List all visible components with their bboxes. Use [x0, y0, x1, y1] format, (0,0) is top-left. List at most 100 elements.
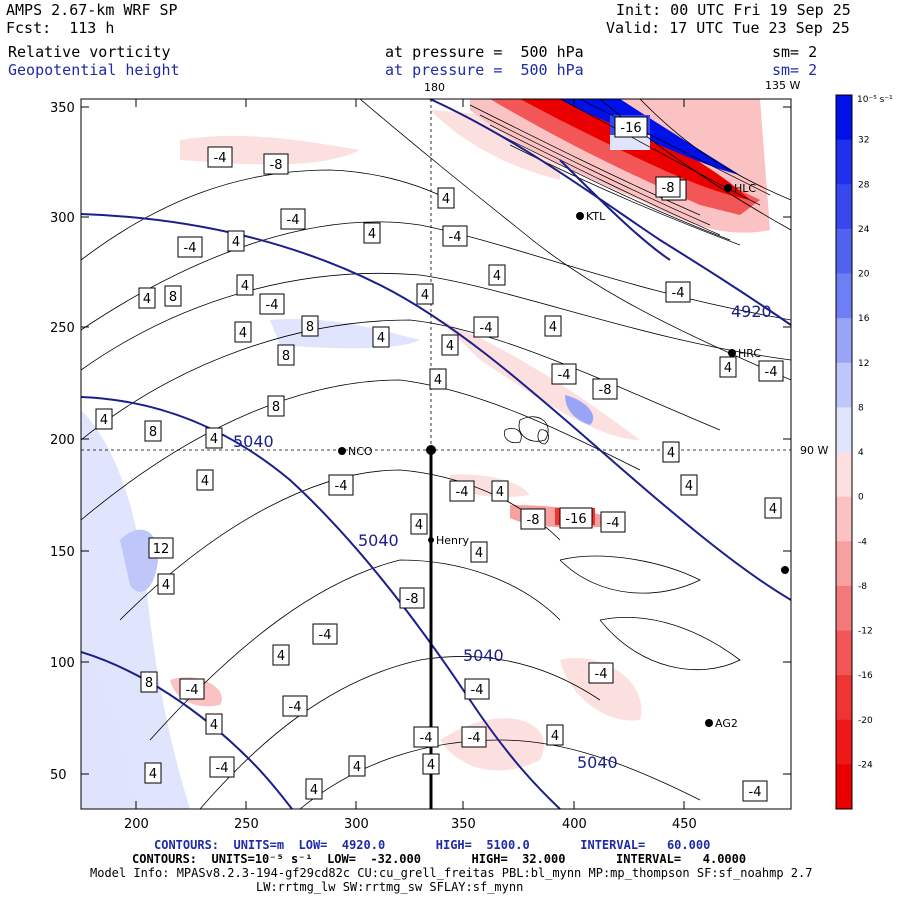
svg-text:4: 4 [143, 292, 151, 307]
vorticity-contours [81, 99, 791, 809]
svg-text:4: 4 [210, 718, 218, 733]
svg-text:4: 4 [724, 361, 732, 376]
svg-text:8: 8 [149, 425, 157, 440]
x-tick-label: 450 [672, 817, 697, 832]
colorbar-tick-label: 4 [858, 448, 864, 458]
vorticity-label: 4 [372, 326, 390, 348]
svg-text:4: 4 [310, 783, 318, 798]
svg-text:8: 8 [145, 676, 153, 691]
svg-text:-8: -8 [527, 513, 540, 528]
field1-smooth: sm= 2 [772, 43, 818, 61]
svg-text:4: 4 [210, 432, 218, 447]
valid-time: Valid: 17 UTC Tue 23 Sep 25 [606, 19, 850, 37]
vorticity-label: -4 [413, 726, 439, 748]
y-tick-label: 200 [50, 433, 75, 448]
svg-text:-4: -4 [558, 368, 571, 383]
y-tick-label: 250 [50, 321, 75, 336]
vorticity-label: 8 [277, 344, 295, 366]
colorbar-tick-label: 28 [858, 180, 870, 190]
colorbar: 32 28 24 20 16 12 8 4 0 -4 -8 -12 -16 -20 -24 [835, 94, 873, 810]
vorticity-label: 4 [410, 513, 428, 535]
colorbar-swatch [836, 318, 852, 364]
station-label-ktl: KTL [586, 210, 606, 223]
vorticity-label: 4 [416, 283, 434, 305]
svg-text:4: 4 [493, 269, 501, 284]
colorbar-swatch [836, 184, 852, 230]
vorticity-label: 4 [236, 274, 254, 296]
vorticity-label: -4 [442, 225, 468, 247]
vorticity-label: -4 [282, 695, 308, 717]
vorticity-label: 4 [470, 541, 488, 563]
vorticity-label: -8 [399, 587, 425, 609]
svg-text:-4: -4 [456, 485, 469, 500]
colorbar-swatch [836, 273, 852, 319]
vorticity-label: 4 [422, 753, 440, 775]
forecast-hour: Fcst: 113 h [6, 19, 115, 37]
colorbar-tick-label: 32 [858, 136, 869, 146]
vorticity-label: 4 [544, 315, 562, 337]
svg-text:4: 4 [232, 235, 240, 250]
vorticity-label: 4 [441, 334, 459, 356]
vorticity-labels: -4 -8 -4 4 -4 4 4 -4 4 8 4 4 -4 4 8 8 4 4 4 4 -4 -4 4 8 8 4 4 12 4 4 -… [95, 116, 784, 802]
vorticity-label: 4 [138, 287, 156, 309]
colorbar-swatch [836, 228, 852, 274]
colorbar-tick-label: -24 [858, 760, 873, 770]
svg-text:4: 4 [551, 729, 559, 744]
svg-text:4: 4 [201, 474, 209, 489]
colorbar-unit: 10⁻⁵ s⁻¹ [857, 95, 893, 105]
svg-text:-4: -4 [449, 230, 462, 245]
colorbar-tick-label: 0 [858, 493, 864, 503]
svg-text:4: 4 [241, 279, 249, 294]
svg-text:4: 4 [162, 578, 170, 593]
x-tick-label: 350 [451, 817, 476, 832]
svg-text:-4: -4 [186, 683, 199, 698]
svg-text:-4: -4 [765, 365, 778, 380]
svg-text:-4: -4 [672, 286, 685, 301]
colorbar-tick-label: -4 [858, 537, 867, 547]
vorticity-label: -8 [520, 508, 546, 530]
svg-text:-8: -8 [599, 383, 612, 398]
init-time: Init: 00 UTC Fri 19 Sep 25 [616, 1, 851, 19]
lon-label-90w: 90 W [800, 444, 828, 457]
height-label: 5040 [577, 753, 618, 772]
footer-vorticity-contours: CONTOURS: UNITS=10⁻⁵ s⁻¹ LOW= -32.000 HI… [132, 852, 747, 866]
vorticity-label: 4 [680, 474, 698, 496]
svg-text:4: 4 [415, 518, 423, 533]
colorbar-tick-label: 16 [858, 314, 870, 324]
x-tick-label: 250 [234, 817, 259, 832]
svg-text:-8: -8 [270, 158, 283, 173]
footer-height-contours: CONTOURS: UNITS=m LOW= 4920.0 HIGH= 5100… [154, 838, 711, 852]
vorticity-label: 4 [234, 321, 252, 343]
colorbar-swatch [836, 407, 852, 453]
colorbar-swatch [836, 585, 852, 631]
svg-text:-4: -4 [184, 241, 197, 256]
lon-label-180: 180 [424, 81, 445, 94]
svg-text:4: 4 [475, 546, 483, 561]
svg-text:4: 4 [685, 479, 693, 494]
svg-text:-4: -4 [749, 785, 762, 800]
x-tick-label: 300 [344, 817, 369, 832]
vorticity-label: -16 [614, 116, 648, 138]
field2-smooth: sm= 2 [772, 61, 818, 79]
svg-text:-4: -4 [595, 667, 608, 682]
colorbar-tick-label: 20 [858, 270, 870, 280]
vorticity-label: 8 [144, 420, 162, 442]
svg-text:4: 4 [377, 331, 385, 346]
svg-text:-8: -8 [406, 592, 419, 607]
colorbar-tick-label: -12 [858, 627, 873, 637]
colorbar-tick-label: 8 [858, 403, 864, 413]
vorticity-label: 4 [196, 469, 214, 491]
vorticity-label: -4 [551, 363, 577, 385]
vorticity-label: 4 [227, 230, 245, 252]
svg-text:8: 8 [306, 320, 314, 335]
svg-text:4: 4 [549, 320, 557, 335]
svg-text:-4: -4 [216, 761, 229, 776]
svg-text:4: 4 [149, 767, 157, 782]
svg-text:-4: -4 [468, 731, 481, 746]
station-label-nco: NCO [348, 445, 373, 458]
station-markers [338, 184, 789, 727]
svg-text:-4: -4 [289, 700, 302, 715]
svg-text:4: 4 [427, 758, 435, 773]
svg-text:-4: -4 [266, 298, 279, 313]
vorticity-label: 12 [148, 537, 174, 559]
